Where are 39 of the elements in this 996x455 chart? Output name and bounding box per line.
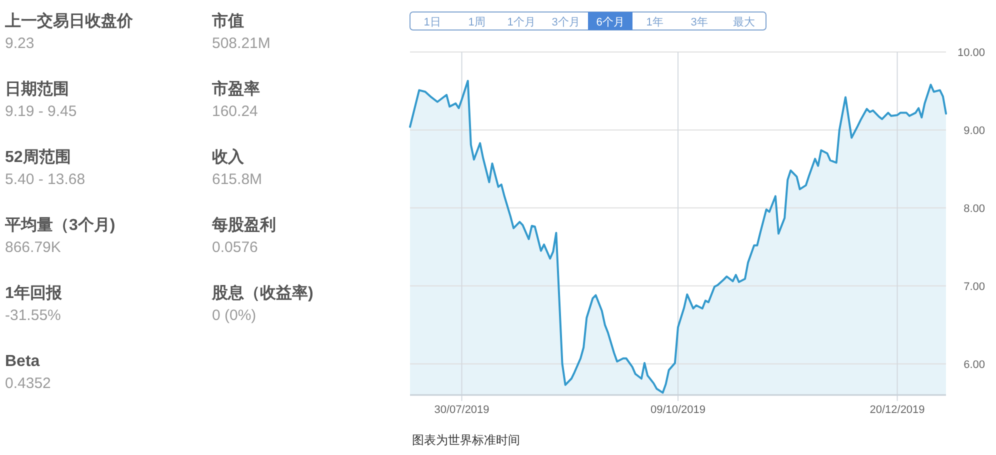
text: -31.55% [5,307,61,324]
y-tick-label: 9.00 [964,124,985,137]
text: 508.21M [212,35,270,52]
text: 0 (0%) [212,307,256,324]
text: 160.24 [212,103,258,120]
text: 866.79K [5,239,61,256]
text: 股息（收益率) [211,283,314,302]
text: 5.40 - 13.68 [5,171,86,188]
text: 每股盈利 [211,216,276,234]
text: 0.4352 [5,375,51,392]
x-tick-label: 09/10/2019 [650,404,706,416]
text: 52周范围 [5,148,71,166]
y-tick-label: 8.00 [964,202,985,215]
text: 1日 [424,16,441,28]
text: 9.19 - 9.45 [5,103,77,120]
text: 1个月 [507,16,536,28]
text: 平均量（3个月) [4,216,116,234]
text: 1周 [468,16,486,28]
text: 3个月 [552,16,580,28]
text: 图表为世界标准时间 [412,433,520,447]
y-tick-label: 7.00 [964,280,985,293]
text: 日期范围 [5,80,69,98]
y-tick-label: 6.00 [964,358,985,371]
x-tick-label: 20/12/2019 [870,404,925,416]
text: 0.0576 [212,239,258,256]
text: 最大 [732,16,755,28]
text: 1年回报 [5,284,63,302]
text: 3年 [690,16,708,28]
text: 615.8M [212,171,262,188]
text: 收入 [212,148,245,166]
text: 市盈率 [211,79,260,98]
text: 1年 [646,16,664,28]
text: 市值 [211,12,244,30]
y-tick-label: 10.00 [957,47,985,59]
text: 上一交易日收盘价 [4,11,134,30]
text: 9.23 [5,35,34,52]
text: 6个月 [596,16,624,28]
text: Beta [5,353,40,370]
x-tick-label: 30/07/2019 [434,404,490,416]
